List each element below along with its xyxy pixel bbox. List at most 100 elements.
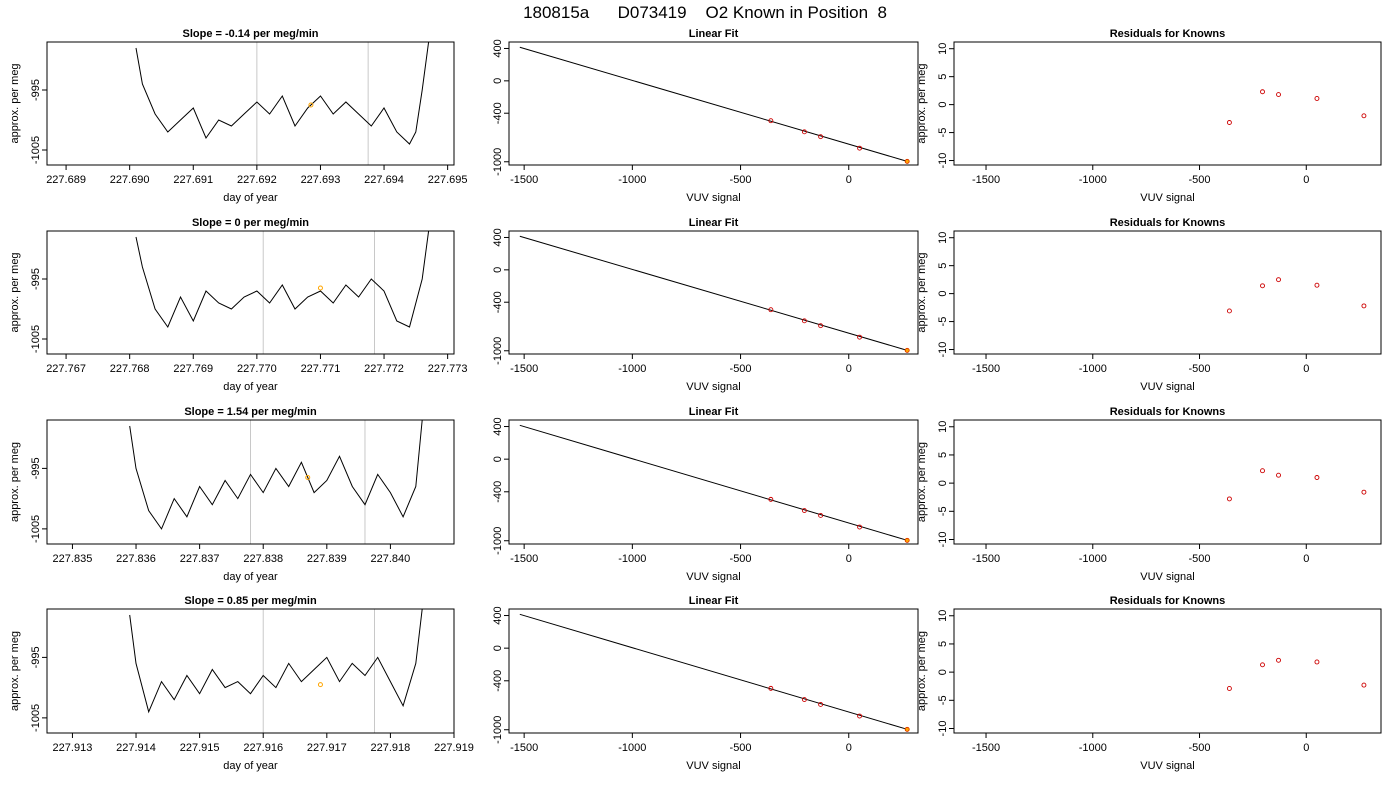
y-tick-label: 0	[937, 669, 949, 675]
x-axis-label: VUV signal	[686, 760, 740, 772]
y-tick-label: -10	[937, 153, 949, 169]
y-tick-label: -1000	[492, 337, 504, 365]
panel-title: Linear Fit	[689, 406, 739, 418]
panel-title: Residuals for Knowns	[1110, 595, 1226, 607]
y-axis-label: approx. per meg	[916, 631, 928, 711]
x-axis-label: VUV signal	[1140, 760, 1194, 772]
y-tick-label: 10	[937, 43, 949, 55]
highlight-point-ring	[904, 348, 910, 353]
x-tick-label: 227.915	[180, 742, 220, 754]
fit-line	[519, 424, 908, 541]
residual-point	[1226, 686, 1232, 691]
x-axis-label: VUV signal	[686, 192, 740, 204]
x-tick-label: -1500	[510, 174, 538, 186]
fit-point	[768, 118, 774, 124]
plot-frame	[953, 230, 1382, 355]
fit-point	[801, 318, 807, 324]
x-axis-label: VUV signal	[1140, 381, 1194, 393]
x-tick-label: 227.840	[371, 553, 411, 565]
x-tick-label: 0	[846, 363, 852, 375]
y-tick-label: 400	[492, 606, 504, 624]
plot-area	[129, 609, 423, 714]
x-axis-label: day of year	[223, 192, 278, 204]
panel-title: Slope = 1.54 per meg/min	[184, 406, 317, 418]
plot-frame	[953, 608, 1382, 734]
y-axis-label: approx. per meg	[9, 442, 21, 522]
y-tick-label: 10	[937, 421, 949, 433]
x-tick-label: -500	[730, 174, 752, 186]
x-tick-label: -500	[1189, 553, 1211, 565]
x-axis-label: day of year	[223, 760, 278, 772]
panel-0-0: Slope = -0.14 per meg/min 227.689 227.690 2…	[9, 28, 468, 204]
panel-2-2: Residuals for Knowns -1500 -1000 -500 0 10 5 0 -…	[916, 406, 1382, 583]
panel-3-2: Residuals for Knowns -1500 -1000 -500 0 10 5 0 -…	[916, 595, 1382, 772]
y-tick-label: 0	[937, 291, 949, 297]
residual-point	[1276, 657, 1281, 663]
x-tick-label: 227.767	[46, 363, 86, 375]
y-tick-label: 0	[492, 267, 504, 273]
x-tick-label: -1500	[510, 363, 538, 375]
x-tick-label: -1500	[972, 363, 1000, 375]
y-tick-label: 400	[492, 39, 504, 57]
plot-area	[1226, 657, 1367, 691]
x-axis-label: VUV signal	[686, 571, 740, 583]
x-tick-label: -1500	[972, 742, 1000, 754]
residual-point	[1260, 283, 1265, 289]
y-axis-label: approx. per meg	[9, 252, 21, 332]
fit-line	[519, 613, 908, 730]
x-tick-label: 227.693	[301, 174, 341, 186]
y-tick-label: -995	[30, 268, 42, 290]
data-series-line	[135, 42, 430, 145]
residual-point	[1361, 303, 1367, 309]
residual-point	[1226, 120, 1232, 125]
y-tick-label: -1000	[492, 527, 504, 555]
panel-title: Slope = 0 per meg/min	[192, 217, 309, 229]
x-tick-label: 227.913	[53, 742, 93, 754]
x-tick-label: -1000	[1079, 742, 1107, 754]
y-tick-label: -400	[492, 670, 504, 692]
x-tick-label: -500	[730, 363, 752, 375]
x-tick-label: -1000	[618, 742, 646, 754]
panel-title: Linear Fit	[689, 595, 739, 607]
plot-frame	[46, 41, 455, 166]
y-tick-label: 5	[937, 452, 949, 458]
residual-point	[1276, 472, 1281, 478]
y-tick-label: 400	[492, 417, 504, 435]
x-tick-label: 0	[846, 553, 852, 565]
panel-0-1: Linear Fit -1500 -1000 -500 0 400 0 -400 -1000 VU…	[492, 28, 919, 204]
x-tick-label: -500	[730, 553, 752, 565]
y-tick-label: -10	[937, 342, 949, 358]
panel-1-2: Residuals for Knowns -1500 -1000 -500 0 10 5 0 -…	[916, 217, 1382, 393]
panel-1-1: Linear Fit -1500 -1000 -500 0 400 0 -400 -1000 VU…	[492, 217, 919, 393]
fit-point	[818, 323, 824, 329]
plot-area	[1226, 277, 1367, 314]
residual-point	[1314, 96, 1320, 101]
y-tick-label: -5	[937, 128, 949, 138]
x-tick-label: 227.916	[243, 742, 283, 754]
y-axis-label: approx. per meg	[916, 442, 928, 522]
plot-area	[1226, 89, 1367, 125]
residual-point	[1226, 496, 1232, 502]
panel-3-0: Slope = 0.85 per meg/min 227.913 227.914 22…	[9, 595, 474, 772]
highlight-point-ring	[904, 538, 910, 543]
x-tick-label: -1500	[510, 742, 538, 754]
x-tick-label: 227.772	[364, 363, 404, 375]
y-tick-label: 10	[937, 232, 949, 244]
x-axis-label: VUV signal	[1140, 192, 1194, 204]
y-tick-label: -995	[30, 457, 42, 479]
y-tick-label: -10	[937, 721, 949, 737]
fit-point	[801, 697, 807, 703]
plot-frame	[953, 41, 1382, 166]
x-tick-label: 0	[846, 742, 852, 754]
x-tick-label: -500	[1189, 174, 1211, 186]
x-tick-label: 227.691	[173, 174, 213, 186]
highlight-point	[317, 285, 323, 291]
x-tick-label: -1500	[972, 553, 1000, 565]
x-tick-label: -1500	[972, 174, 1000, 186]
plot-frame	[46, 230, 455, 355]
x-tick-label: 0	[1303, 553, 1309, 565]
x-tick-label: 227.914	[116, 742, 156, 754]
x-tick-label: 227.771	[301, 363, 341, 375]
y-tick-label: -5	[937, 506, 949, 516]
x-tick-label: -500	[1189, 742, 1211, 754]
